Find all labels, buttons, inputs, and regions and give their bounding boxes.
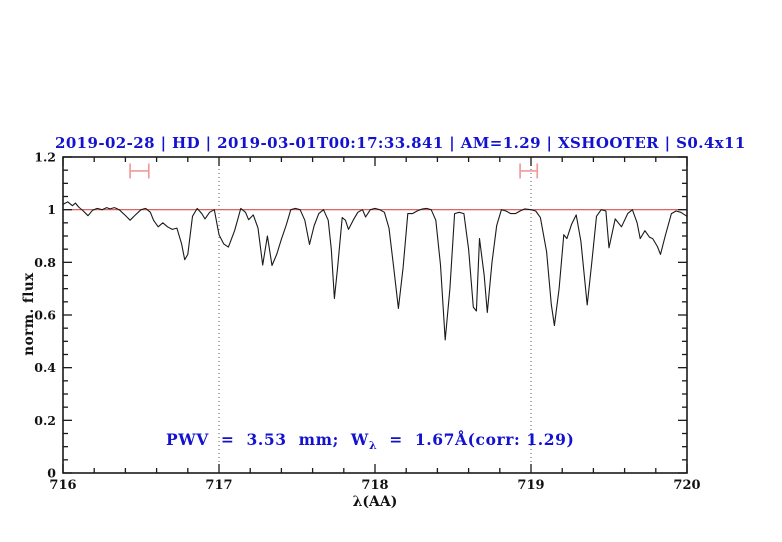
y-tick-label: 0.6 xyxy=(34,308,56,323)
pwv-annotation: PWV = 3.53 mm; Wλ = 1.67Å(corr: 1.29) xyxy=(142,411,574,471)
x-tick-label: 718 xyxy=(361,478,388,493)
x-tick-label: 717 xyxy=(205,478,232,493)
y-tick-label: 0.2 xyxy=(34,413,56,428)
x-tick-label: 719 xyxy=(517,478,544,493)
x-tick-label: 716 xyxy=(49,478,76,493)
x-axis-title: λ(AA) xyxy=(352,494,398,510)
spectrum-line xyxy=(62,201,688,341)
y-tick-label: 0.8 xyxy=(34,255,56,270)
x-tick-label: 720 xyxy=(673,478,700,493)
y-tick-label: 1 xyxy=(47,202,56,217)
band-marker-1 xyxy=(129,163,150,179)
y-axis-title: norm. flux xyxy=(21,272,37,356)
pwv-annotation-pre: PWV = 3.53 mm; W xyxy=(166,430,369,449)
y-tick-label: 1.2 xyxy=(34,150,56,165)
y-tick-label: 0 xyxy=(47,466,56,481)
plot-title: 2019-02-28 | HD | 2019-03-01T00:17:33.84… xyxy=(55,134,746,152)
pwv-annotation-post: = 1.67Å(corr: 1.29) xyxy=(377,430,575,449)
band-marker-2 xyxy=(519,163,539,179)
pwv-annotation-subscript: λ xyxy=(368,439,378,452)
y-tick-label: 0.4 xyxy=(34,360,56,375)
